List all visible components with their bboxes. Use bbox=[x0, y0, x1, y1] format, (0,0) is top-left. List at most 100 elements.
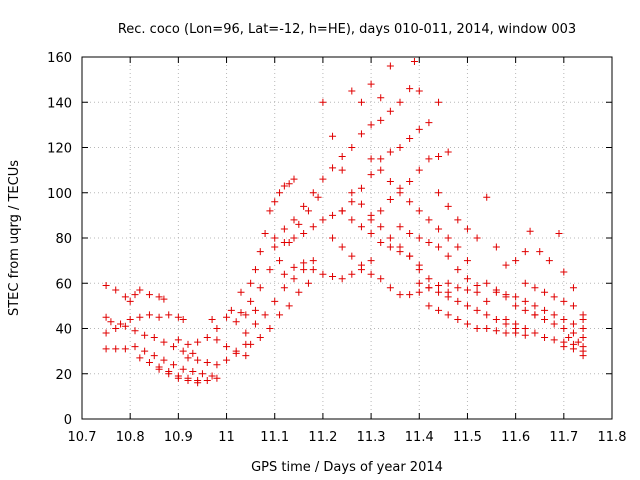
data-point bbox=[174, 313, 182, 321]
data-point bbox=[454, 243, 462, 251]
data-point bbox=[223, 313, 231, 321]
data-point bbox=[550, 336, 558, 344]
data-point bbox=[208, 372, 216, 380]
data-point bbox=[300, 229, 308, 237]
data-point bbox=[473, 325, 481, 332]
data-point bbox=[271, 234, 279, 242]
data-point bbox=[406, 291, 414, 299]
data-point bbox=[276, 257, 284, 265]
data-point bbox=[435, 225, 443, 233]
data-point bbox=[541, 315, 549, 323]
data-point bbox=[136, 286, 144, 294]
data-point bbox=[141, 331, 149, 339]
data-point bbox=[329, 234, 337, 242]
data-point bbox=[319, 270, 327, 278]
data-point bbox=[203, 334, 211, 342]
data-point bbox=[290, 175, 298, 183]
data-point bbox=[237, 309, 245, 317]
data-point bbox=[415, 279, 423, 287]
data-point bbox=[121, 345, 129, 353]
data-point bbox=[357, 200, 365, 208]
data-point bbox=[184, 377, 192, 385]
y-tick-label: 100 bbox=[47, 187, 72, 202]
data-point bbox=[396, 184, 404, 192]
data-point bbox=[357, 223, 365, 231]
grid bbox=[82, 57, 612, 419]
data-point bbox=[406, 252, 414, 260]
data-point bbox=[492, 288, 500, 296]
data-point bbox=[189, 349, 197, 357]
data-point bbox=[406, 134, 414, 142]
data-point bbox=[300, 259, 308, 267]
data-point bbox=[425, 155, 433, 163]
data-point bbox=[155, 293, 163, 301]
y-tick-label: 80 bbox=[55, 232, 72, 247]
data-point bbox=[560, 268, 568, 276]
data-point bbox=[377, 223, 385, 231]
data-point bbox=[329, 132, 337, 140]
data-point bbox=[425, 302, 433, 310]
data-point bbox=[492, 327, 500, 335]
x-tick-label: 10.8 bbox=[116, 430, 145, 445]
data-point bbox=[512, 257, 520, 265]
data-point bbox=[319, 216, 327, 224]
data-point bbox=[338, 153, 346, 161]
data-point bbox=[454, 284, 462, 292]
data-point bbox=[232, 349, 240, 357]
data-point bbox=[276, 189, 284, 197]
x-tick-label: 11.4 bbox=[405, 430, 434, 445]
data-point bbox=[454, 297, 462, 305]
data-point bbox=[454, 266, 462, 274]
data-point bbox=[512, 320, 520, 328]
data-point bbox=[121, 322, 129, 330]
data-point bbox=[435, 153, 443, 161]
data-point bbox=[425, 284, 433, 292]
data-point bbox=[435, 306, 443, 314]
data-point bbox=[367, 216, 375, 224]
data-point bbox=[194, 379, 202, 387]
data-point bbox=[396, 98, 404, 106]
data-point bbox=[203, 358, 211, 366]
data-point bbox=[242, 352, 250, 360]
data-point bbox=[473, 282, 481, 290]
data-point bbox=[550, 293, 558, 301]
data-point bbox=[290, 234, 298, 242]
data-point bbox=[444, 293, 452, 301]
data-point bbox=[444, 234, 452, 242]
data-point bbox=[102, 282, 110, 290]
data-point bbox=[521, 306, 529, 314]
data-point bbox=[454, 315, 462, 323]
data-point bbox=[329, 272, 337, 280]
data-point bbox=[280, 284, 288, 292]
data-point bbox=[377, 155, 385, 163]
data-point bbox=[290, 275, 298, 283]
data-point bbox=[502, 315, 510, 323]
data-point bbox=[483, 279, 491, 287]
data-point bbox=[338, 166, 346, 174]
data-point bbox=[492, 315, 500, 323]
data-point bbox=[194, 356, 202, 364]
data-point bbox=[565, 334, 573, 342]
data-point bbox=[251, 306, 259, 314]
data-point bbox=[295, 288, 303, 296]
data-point bbox=[396, 223, 404, 231]
data-point bbox=[502, 261, 510, 269]
data-point bbox=[184, 354, 192, 362]
data-point bbox=[136, 313, 144, 321]
data-point bbox=[251, 320, 259, 328]
data-point bbox=[256, 248, 264, 256]
data-point bbox=[386, 107, 394, 115]
data-point bbox=[145, 358, 153, 366]
data-point bbox=[560, 343, 568, 351]
data-point bbox=[145, 291, 153, 299]
data-point bbox=[141, 347, 149, 355]
data-point bbox=[560, 297, 568, 305]
data-point bbox=[261, 311, 269, 319]
data-point bbox=[444, 279, 452, 287]
data-point bbox=[483, 311, 491, 319]
data-point bbox=[492, 243, 500, 251]
data-point bbox=[396, 144, 404, 151]
data-point bbox=[174, 374, 182, 382]
data-point bbox=[329, 164, 337, 172]
